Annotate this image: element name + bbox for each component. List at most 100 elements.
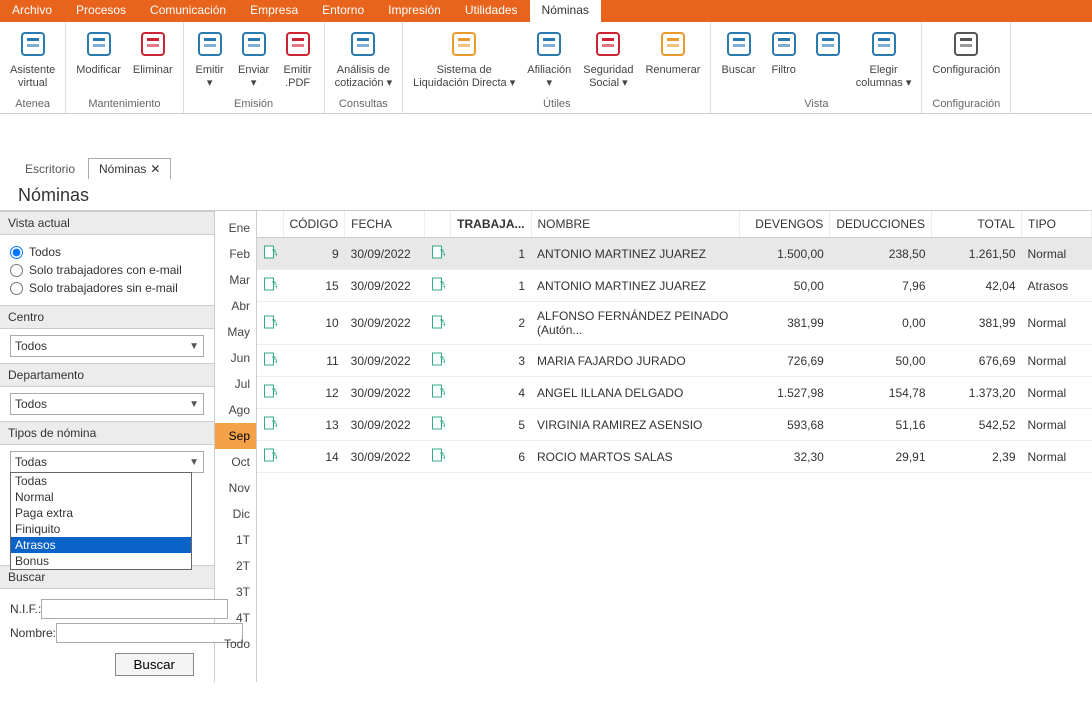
col-header[interactable]: TIPO xyxy=(1022,211,1092,238)
vista-radio[interactable]: Solo trabajadores sin e-mail xyxy=(10,281,204,295)
close-icon[interactable]: ✕ xyxy=(150,162,160,176)
ribbon-btn[interactable]: Seguridad Social ▾ xyxy=(577,24,639,96)
cell: Normal xyxy=(1022,409,1092,441)
ribbon-btn[interactable]: Emitir ▾ xyxy=(188,24,232,96)
cell: Atrasos xyxy=(1022,270,1092,302)
ribbon-label: Sistema de Liquidación Directa ▾ xyxy=(413,64,515,90)
cell: + xyxy=(425,270,451,302)
col-header[interactable]: DEVENGOS xyxy=(740,211,830,238)
menu-procesos[interactable]: Procesos xyxy=(64,0,138,22)
table-row[interactable]: +1030/09/2022+2ALFONSO FERNÁNDEZ PEINADO… xyxy=(257,302,1092,345)
month-3t[interactable]: 3T xyxy=(215,579,256,605)
month-ago[interactable]: Ago xyxy=(215,397,256,423)
cell: 30/09/2022 xyxy=(345,270,425,302)
month-mar[interactable]: Mar xyxy=(215,267,256,293)
col-header[interactable]: TRABAJA... xyxy=(451,211,531,238)
ribbon-label: Buscar xyxy=(721,64,755,77)
cell: 1.527,98 xyxy=(740,377,830,409)
month-jun[interactable]: Jun xyxy=(215,345,256,371)
ribbon-btn[interactable]: Afiliación ▾ xyxy=(521,24,577,96)
cell: 30/09/2022 xyxy=(345,302,425,345)
ribbon-btn[interactable]: Eliminar xyxy=(127,24,179,96)
ribbon-btn[interactable]: Modificar xyxy=(70,24,127,96)
radio-input[interactable] xyxy=(10,246,23,259)
departamento-value: Todos xyxy=(15,397,47,411)
month-jul[interactable]: Jul xyxy=(215,371,256,397)
month-may[interactable]: May xyxy=(215,319,256,345)
departamento-header: Departamento xyxy=(0,363,214,387)
cell: 2,39 xyxy=(932,441,1022,473)
col-header[interactable]: TOTAL xyxy=(932,211,1022,238)
ribbon-icon xyxy=(812,28,844,60)
centro-select[interactable]: Todos ▼ xyxy=(10,335,204,357)
month-ene[interactable]: Ene xyxy=(215,215,256,241)
cell: + xyxy=(425,441,451,473)
cell: 542,52 xyxy=(932,409,1022,441)
ribbon-btn[interactable]: Análisis de cotización ▾ xyxy=(329,24,399,96)
vista-radio[interactable]: Todos xyxy=(10,245,204,259)
cell: 5 xyxy=(451,409,531,441)
cell: + xyxy=(257,409,283,441)
menu-archivo[interactable]: Archivo xyxy=(0,0,64,22)
month-dic[interactable]: Dic xyxy=(215,501,256,527)
table-row[interactable]: +1130/09/2022+3MARIA FAJARDO JURADO726,6… xyxy=(257,345,1092,377)
tipos-option[interactable]: Normal xyxy=(11,489,191,505)
ribbon-btn[interactable]: Buscar xyxy=(715,24,761,96)
menu-comunicación[interactable]: Comunicación xyxy=(138,0,238,22)
tab-escritorio[interactable]: Escritorio xyxy=(14,158,86,179)
tipos-option[interactable]: Atrasos xyxy=(11,537,191,553)
month-4t[interactable]: 4T xyxy=(215,605,256,631)
month-abr[interactable]: Abr xyxy=(215,293,256,319)
tab-nóminas[interactable]: Nóminas✕ xyxy=(88,158,171,179)
cell: Normal xyxy=(1022,441,1092,473)
ribbon-btn[interactable]: Renumerar xyxy=(639,24,706,96)
radio-input[interactable] xyxy=(10,264,23,277)
menu-empresa[interactable]: Empresa xyxy=(238,0,310,22)
ribbon-btn[interactable]: Emitir .PDF xyxy=(276,24,320,96)
tipos-option[interactable]: Paga extra xyxy=(11,505,191,521)
menu-entorno[interactable]: Entorno xyxy=(310,0,376,22)
ribbon-label: Afiliación ▾ xyxy=(527,64,571,90)
ribbon-btn[interactable] xyxy=(806,24,850,96)
month-2t[interactable]: 2T xyxy=(215,553,256,579)
col-header[interactable]: NOMBRE xyxy=(531,211,740,238)
table-row[interactable]: +1330/09/2022+5VIRGINIA RAMIREZ ASENSIO5… xyxy=(257,409,1092,441)
radio-input[interactable] xyxy=(10,282,23,295)
nif-input[interactable] xyxy=(41,599,228,619)
table-row[interactable]: +930/09/2022+1ANTONIO MARTINEZ JUAREZ1.5… xyxy=(257,238,1092,270)
ribbon-btn[interactable]: Sistema de Liquidación Directa ▾ xyxy=(407,24,521,96)
ribbon-btn[interactable]: Elegir columnas ▾ xyxy=(850,24,918,96)
radio-label: Solo trabajadores con e-mail xyxy=(29,263,182,277)
col-header[interactable]: FECHA xyxy=(345,211,425,238)
month-sep[interactable]: Sep xyxy=(215,423,256,449)
col-header[interactable] xyxy=(425,211,451,238)
month-todo[interactable]: Todo xyxy=(215,631,256,657)
month-nov[interactable]: Nov xyxy=(215,475,256,501)
menu-impresión[interactable]: Impresión xyxy=(376,0,453,22)
svg-text:+: + xyxy=(442,320,445,329)
month-feb[interactable]: Feb xyxy=(215,241,256,267)
tipos-option[interactable]: Bonus xyxy=(11,553,191,569)
col-header[interactable] xyxy=(257,211,283,238)
tipos-select[interactable]: Todas ▼ xyxy=(10,451,204,473)
col-header[interactable]: DEDUCCIONES xyxy=(830,211,932,238)
svg-text:+: + xyxy=(274,421,277,430)
vista-radio[interactable]: Solo trabajadores con e-mail xyxy=(10,263,204,277)
menu-nóminas[interactable]: Nóminas xyxy=(530,0,601,22)
ribbon-btn[interactable]: Configuración xyxy=(926,24,1006,96)
cell: 30/09/2022 xyxy=(345,238,425,270)
ribbon-btn[interactable]: Enviar ▾ xyxy=(232,24,276,96)
table-row[interactable]: +1530/09/2022+1ANTONIO MARTINEZ JUAREZ50… xyxy=(257,270,1092,302)
month-1t[interactable]: 1T xyxy=(215,527,256,553)
table-row[interactable]: +1230/09/2022+4ANGEL ILLANA DELGADO1.527… xyxy=(257,377,1092,409)
ribbon-btn[interactable]: Asistente virtual xyxy=(4,24,61,96)
col-header[interactable]: CÓDIGO xyxy=(283,211,345,238)
departamento-select[interactable]: Todos ▼ xyxy=(10,393,204,415)
buscar-button[interactable]: Buscar xyxy=(115,653,194,676)
menu-utilidades[interactable]: Utilidades xyxy=(453,0,530,22)
table-row[interactable]: +1430/09/2022+6ROCIO MARTOS SALAS32,3029… xyxy=(257,441,1092,473)
tipos-option[interactable]: Todas xyxy=(11,473,191,489)
ribbon-btn[interactable]: Filtro xyxy=(762,24,806,96)
month-oct[interactable]: Oct xyxy=(215,449,256,475)
tipos-option[interactable]: Finiquito xyxy=(11,521,191,537)
